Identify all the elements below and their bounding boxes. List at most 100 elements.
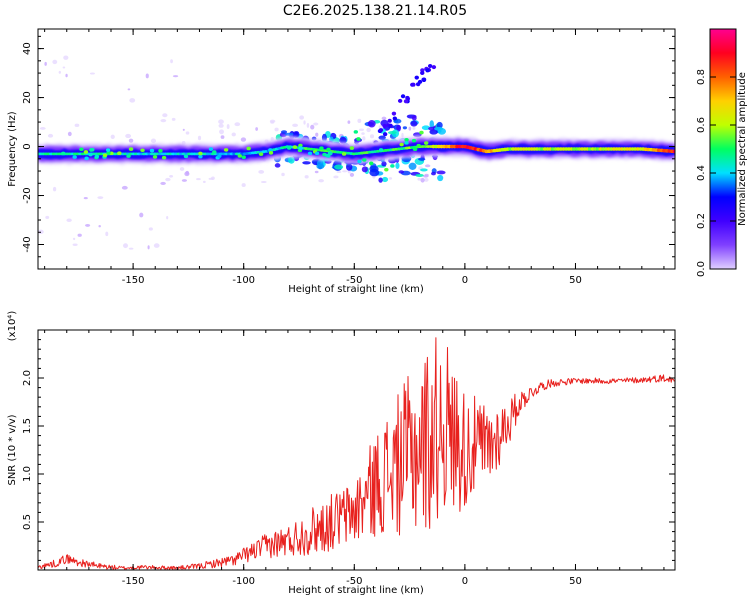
spectrogram-peak [198,151,203,156]
spectrogram-x-tick-label: -100 [232,275,255,286]
snr-line [38,337,675,570]
spectrogram-streak [421,78,427,83]
spectrogram-peak [286,146,292,150]
spectrogram-speckle [304,175,309,179]
spectrogram-peak [106,151,111,155]
spectrogram-speckle [147,245,150,250]
spectrogram-speckle [83,197,88,200]
spectrogram-speckle [122,243,129,249]
snr-x-tick-label: -50 [346,576,362,587]
spectrogram-streak [392,116,398,121]
snr-x-tick-label: -150 [122,576,145,587]
spectrogram-blob [396,124,401,132]
spectrogram-streak [400,94,406,99]
spectrogram-blob [418,157,426,161]
spectrogram-y-tick-label: -20 [22,187,33,203]
spectrogram-speckle [196,178,201,181]
spectrogram-blob [410,120,418,127]
spectrogram-speckle [63,55,69,60]
snr-y-tick-label: 1.0 [22,466,33,482]
spectrogram-speckle [98,225,101,228]
spectrogram-speckle [218,123,224,128]
spectrogram-peak [307,151,313,156]
spectrogram-speckle [47,133,54,138]
spectrogram-blob [408,162,417,170]
spectrogram-x-tick-label: 0 [462,275,468,286]
spectrogram-speckle [310,124,315,130]
spectrogram-speckle [171,117,176,121]
spectrogram-speckle [218,119,224,125]
spectrogram-speckle [160,181,166,185]
spectrogram-speckle [270,121,275,124]
spectrogram-speckle [110,134,115,139]
spectrogram-peak [268,150,274,155]
spectrogram-peak [158,148,163,153]
spectrogram-data [38,55,675,250]
snr-panel: -150 -100 -50 0 50 0.5 1.0 1.5 2.0 Height of st… [7,311,676,596]
colorbar-gradient [709,28,737,270]
spectrogram-speckle [342,170,348,173]
spectrogram-speckle [185,131,190,135]
chart-title: C2E6.2025.138.21.14.R05 [283,3,467,19]
spectrogram-peak [378,148,384,152]
spectrogram-peak [84,156,89,161]
spectrogram-peak [61,151,66,156]
spectrogram-peak [183,154,189,159]
spectrogram-speckle [197,135,202,141]
spectrogram-peak [268,148,273,152]
colorbar-tick-label: 0.0 [696,261,707,277]
spectrogram-y-ticks: -40 -20 0 20 40 [22,35,675,258]
spectrogram-streak [427,63,433,68]
spectrogram-blob [431,171,436,176]
spectrogram-blob [415,173,424,177]
spectrogram-speckle [62,66,66,69]
spectrogram-speckle [306,123,310,128]
spectrogram-speckle [89,72,95,75]
spectrogram-speckle [260,180,267,184]
snr-x-axis-label: Height of straight line (km) [288,585,424,596]
spectrogram-speckle [121,185,128,190]
spectrogram-streak [387,118,392,123]
spectrogram-speckle [231,132,236,137]
spectrogram-panel: -150 -100 -50 0 50 -40 -20 0 20 40 Height of str… [7,28,676,295]
spectrogram-blob [395,162,400,169]
spectrogram-peak [399,142,404,147]
spectrogram-streak [378,128,384,133]
spectrogram-peak [298,146,303,151]
snr-y-tick-label: 1.5 [22,418,33,434]
spectrogram-streak [425,68,430,73]
spectrogram-speckle [97,196,104,199]
spectrogram-y-tick-label: 20 [22,91,33,104]
spectrogram-y-tick-label: 40 [22,42,33,55]
colorbar-tick-label: 0.2 [696,213,707,229]
spectrogram-streak [397,98,403,103]
spectrogram-speckle [258,170,265,174]
spectrogram-peak [292,145,298,149]
spectrogram-peak [105,148,111,152]
spectrogram-peak [198,154,203,159]
spectrogram-speckle [169,175,174,178]
spectrogram-speckle [128,138,134,143]
spectrogram-speckle [125,133,132,139]
spectrogram-blob [284,132,294,136]
spectrogram-peak [324,153,330,158]
spectrogram-speckle [424,177,429,182]
spectrogram-streak [405,95,410,100]
spectrogram-speckle [420,177,425,183]
spectrogram-speckle [270,136,274,142]
spectrogram-peak [314,151,320,156]
spectrogram-peak [412,147,418,152]
spectrogram-speckle [162,113,168,118]
spectrogram-x-axis-label: Height of straight line (km) [288,284,424,295]
spectrogram-peak [298,143,303,148]
spectrogram-peak [419,130,424,135]
spectrogram-speckle [105,231,109,237]
spectrogram-blob [274,163,281,168]
spectrogram-speckle [170,59,173,64]
spectrogram-speckle [129,98,136,103]
snr-x-tick-label: 0 [462,576,468,587]
spectrogram-speckle [74,123,80,127]
snr-y-tick-label: 0.5 [22,514,33,530]
spectrogram-speckle [165,177,171,182]
spectrogram-speckle [401,132,404,138]
